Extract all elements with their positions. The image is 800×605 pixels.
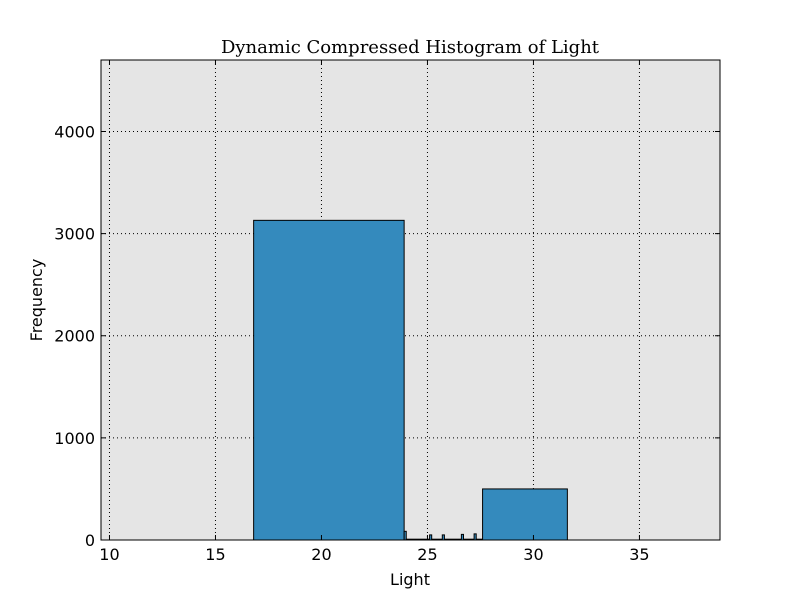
x-tick-label: 10	[99, 545, 119, 564]
tick-labels: 10 15 20 25 30 35 0 1000 2000 3000 4000	[54, 122, 649, 564]
histogram-bar	[253, 219, 405, 541]
y-axis-label: Frequency	[27, 259, 46, 342]
y-tick-label: 1000	[54, 429, 95, 448]
histogram-bar	[482, 488, 568, 541]
x-tick-label: 25	[417, 545, 437, 564]
x-tick-label: 15	[205, 545, 225, 564]
axis-ticks	[101, 60, 720, 541]
y-tick-label: 2000	[54, 327, 95, 346]
y-tick-label: 4000	[54, 122, 95, 141]
plot-frame	[100, 59, 721, 541]
x-tick-label: 35	[629, 545, 649, 564]
plot-area	[101, 60, 720, 540]
x-axis-label: Light	[390, 570, 430, 589]
y-tick-label: 0	[85, 531, 95, 550]
y-tick-label: 3000	[54, 225, 95, 244]
histogram-bars	[253, 219, 568, 541]
x-tick-label: 20	[311, 545, 331, 564]
chart-title: Dynamic Compressed Histogram of Light	[221, 37, 600, 58]
x-tick-label: 30	[523, 545, 543, 564]
